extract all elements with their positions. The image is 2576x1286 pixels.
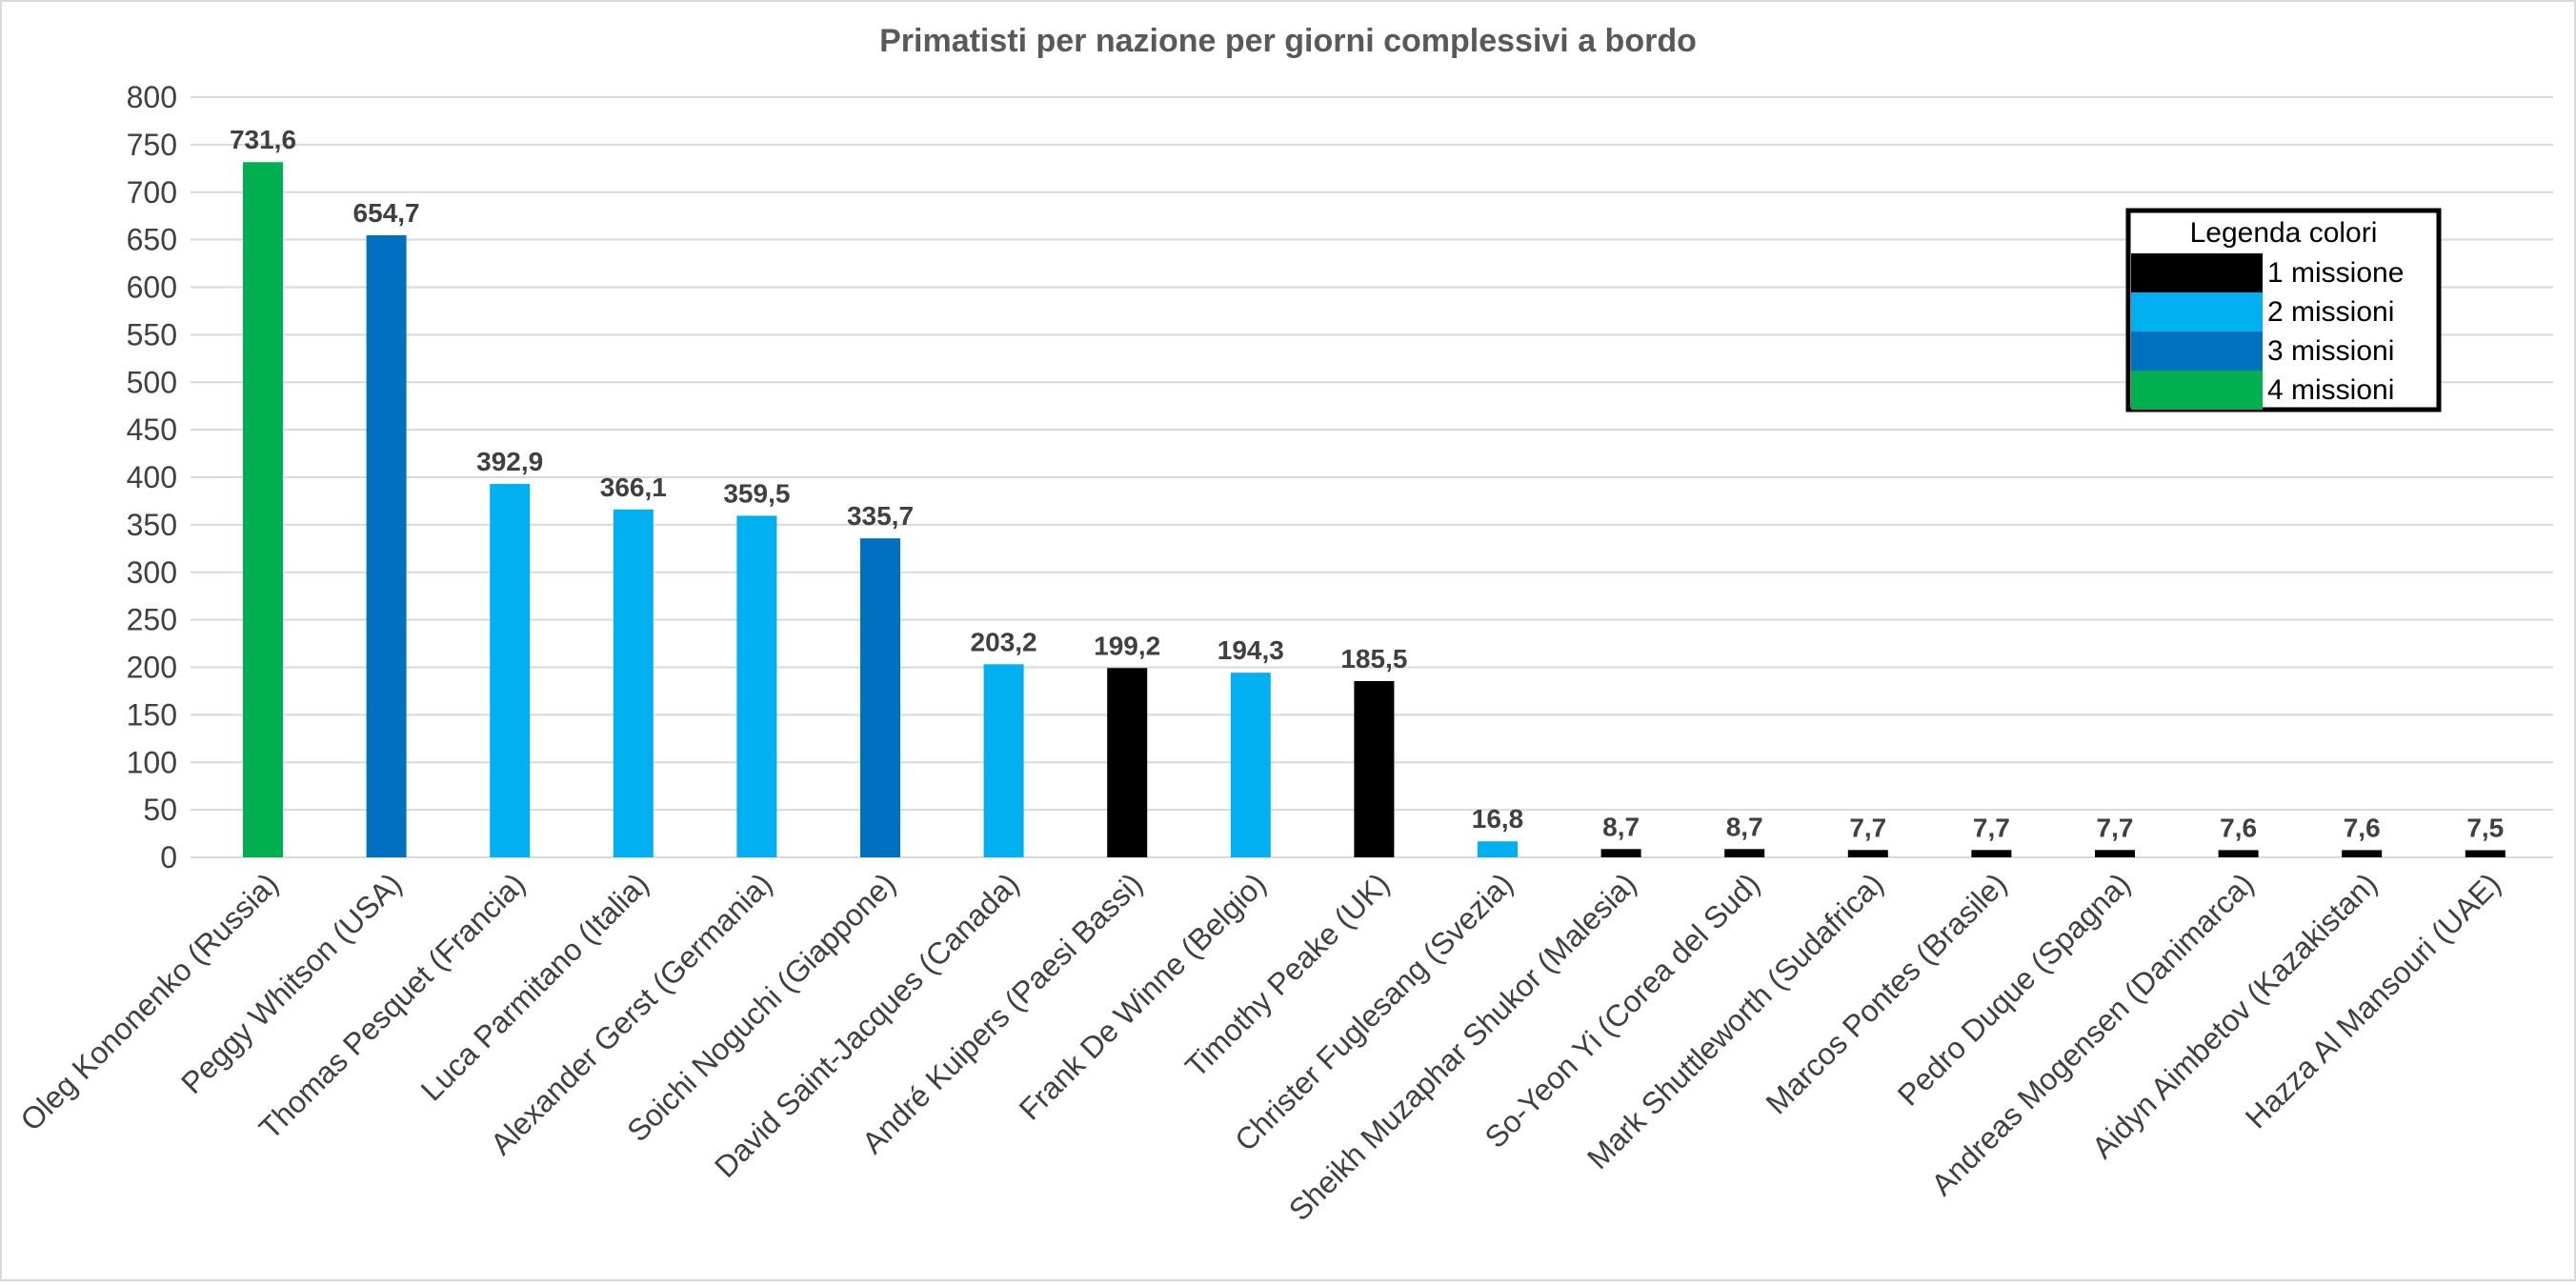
data-label: 7,6: [2220, 813, 2257, 842]
bar: [736, 515, 777, 857]
bars: [243, 162, 2506, 857]
legend-title: Legenda colori: [2190, 217, 2378, 249]
bar: [1230, 673, 1271, 857]
data-label: 7,7: [1973, 813, 2010, 842]
data-label: 7,7: [1849, 813, 1886, 842]
y-tick-label: 350: [127, 508, 177, 542]
bar: [243, 162, 283, 857]
y-tick-label: 150: [127, 697, 177, 732]
legend-swatch: [2131, 253, 2263, 292]
bar: [860, 538, 900, 857]
legend-entry-label: 2 missioni: [2267, 296, 2394, 328]
bar: [1478, 841, 1518, 857]
data-label: 335,7: [847, 501, 914, 531]
legend-entry-label: 4 missioni: [2267, 374, 2394, 406]
bar: [1724, 849, 1765, 857]
bar: [1107, 668, 1148, 857]
bar: [2095, 850, 2135, 857]
data-label: 7,5: [2466, 814, 2504, 843]
bar: [2465, 850, 2506, 857]
bar: [2218, 850, 2259, 857]
data-label: 7,7: [2097, 813, 2134, 842]
bar: [1600, 849, 1641, 857]
data-label: 8,7: [1602, 812, 1640, 841]
y-tick-label: 650: [127, 223, 177, 257]
y-tick-label: 550: [127, 317, 177, 352]
y-tick-label: 50: [143, 793, 177, 827]
legend-entry-label: 1 missione: [2267, 257, 2404, 289]
y-tick-label: 300: [127, 555, 177, 590]
legend-swatch: [2131, 332, 2263, 371]
y-tick-label: 500: [127, 365, 177, 399]
y-tick-label: 800: [127, 80, 177, 114]
data-label: 203,2: [971, 627, 1037, 656]
y-tick-label: 400: [127, 460, 177, 494]
legend-swatch: [2131, 371, 2263, 410]
data-label: 366,1: [600, 472, 667, 502]
y-tick-label: 250: [127, 603, 177, 637]
bar: [983, 664, 1024, 857]
bar: [490, 484, 531, 857]
gridlines: [191, 96, 2553, 858]
bar: [1847, 850, 1888, 857]
y-tick-label: 0: [160, 840, 177, 874]
data-label: 654,7: [353, 198, 420, 228]
bar: [2342, 850, 2383, 857]
data-label: 359,5: [723, 478, 790, 508]
data-label: 392,9: [476, 447, 543, 476]
data-labels: 731,6 654,7 392,9 366,1 359,5 335,7 203,2 199,2…: [230, 125, 2504, 842]
bar: [613, 509, 654, 857]
data-label: 199,2: [1094, 631, 1160, 660]
y-tick-label: 450: [127, 412, 177, 447]
bar: [1354, 680, 1395, 857]
data-label: 194,3: [1218, 635, 1284, 665]
data-label: 185,5: [1340, 644, 1407, 673]
data-label: 731,6: [230, 125, 296, 154]
y-tick-label: 750: [127, 128, 177, 162]
y-axis-tick-labels: 0 50 100 150 200 250 300 350 400 450 500 550 600 650 7…: [127, 80, 177, 874]
y-tick-label: 100: [127, 745, 177, 779]
legend: Legenda colori 1 missione 2 missioni 3 miss…: [2125, 208, 2442, 412]
chart-title: Primatisti per nazione per giorni comple…: [879, 23, 1697, 59]
legend-swatch: [2131, 292, 2263, 332]
bar: [366, 234, 407, 857]
data-label: 8,7: [1726, 812, 1763, 841]
bar: [1971, 850, 2012, 857]
y-tick-label: 600: [127, 271, 177, 305]
y-tick-label: 200: [127, 651, 177, 685]
y-tick-label: 700: [127, 175, 177, 210]
data-label: 7,6: [2344, 813, 2381, 842]
data-label: 16,8: [1472, 804, 1524, 834]
legend-entry-label: 3 missioni: [2267, 335, 2394, 367]
